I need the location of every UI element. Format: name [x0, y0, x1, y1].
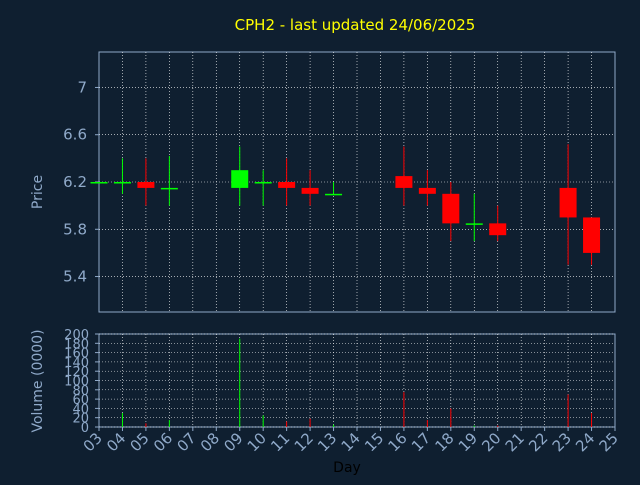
volume-tick-label: 80: [72, 384, 89, 399]
candle-body: [137, 182, 155, 188]
x-tick-label: 19: [455, 429, 481, 455]
x-tick-label: 10: [244, 429, 270, 455]
x-tick-label: 16: [385, 429, 411, 455]
price-tick-label: 6.6: [63, 126, 87, 144]
price-panel: 5.4 5.8 6.2 6.6 7: [63, 51, 616, 313]
x-tick-label: 12: [291, 429, 317, 455]
x-axis-label: Day: [333, 460, 361, 476]
x-tick-label: 20: [478, 429, 504, 455]
candle-body: [90, 182, 108, 184]
candle-body: [442, 193, 460, 224]
x-tick-label: 24: [572, 429, 598, 455]
price-tick-label: 6.2: [63, 173, 87, 191]
volume-tick-label: 60: [72, 393, 89, 408]
volume-tick-label: 20: [72, 412, 89, 427]
candle-body: [278, 182, 296, 188]
x-tick-label: 23: [549, 429, 575, 455]
x-tick-label: 25: [596, 429, 622, 455]
candle-body: [418, 187, 436, 194]
candle-body: [465, 223, 483, 225]
candle-body: [231, 170, 249, 188]
candle-body: [301, 187, 319, 194]
volume-tick-label: 160: [64, 347, 89, 362]
x-tick-label: 21: [502, 429, 528, 455]
chart-title: CPH2 - last updated 24/06/2025: [235, 16, 476, 34]
candle-body: [325, 193, 343, 196]
price-tick-label: 5.8: [63, 220, 87, 238]
candle-body: [559, 187, 577, 218]
price-tick-label: 7: [77, 78, 87, 96]
price-axis-label: Price: [30, 175, 46, 209]
x-tick-label: 09: [220, 429, 246, 455]
volume-tick-label: 0: [81, 421, 89, 436]
candle-body: [254, 182, 272, 184]
price-tick-label: 5.4: [63, 268, 87, 286]
x-tick-label: 17: [408, 429, 434, 455]
candle-body: [583, 217, 601, 253]
x-tick-label: 06: [150, 429, 176, 455]
x-tick-label: 14: [338, 429, 364, 455]
x-tick-label: 18: [431, 429, 457, 455]
x-tick-label: 15: [361, 429, 387, 455]
x-tick-label: 22: [525, 429, 551, 455]
x-axis: 0304050607080910111213141516171819202122…: [80, 427, 622, 455]
volume-tick-label: 180: [64, 337, 89, 352]
volume-tick-label: 200: [64, 328, 89, 343]
candle-body: [395, 176, 413, 188]
x-tick-label: 11: [267, 429, 293, 455]
x-tick-label: 07: [173, 429, 199, 455]
candle-body: [160, 187, 178, 190]
x-tick-label: 04: [103, 429, 129, 455]
candle-body: [113, 182, 131, 184]
x-tick-label: 13: [314, 429, 340, 455]
volume-tick-label: 100: [64, 375, 89, 390]
volume-tick-label: 120: [64, 365, 89, 380]
candle-body: [489, 223, 507, 236]
x-tick-label: 08: [197, 429, 223, 455]
volume-tick-label: 40: [72, 402, 89, 417]
volume-tick-label: 140: [64, 356, 89, 371]
volume-axis-label: Volume (0000): [30, 329, 46, 432]
x-tick-label: 05: [127, 429, 153, 455]
